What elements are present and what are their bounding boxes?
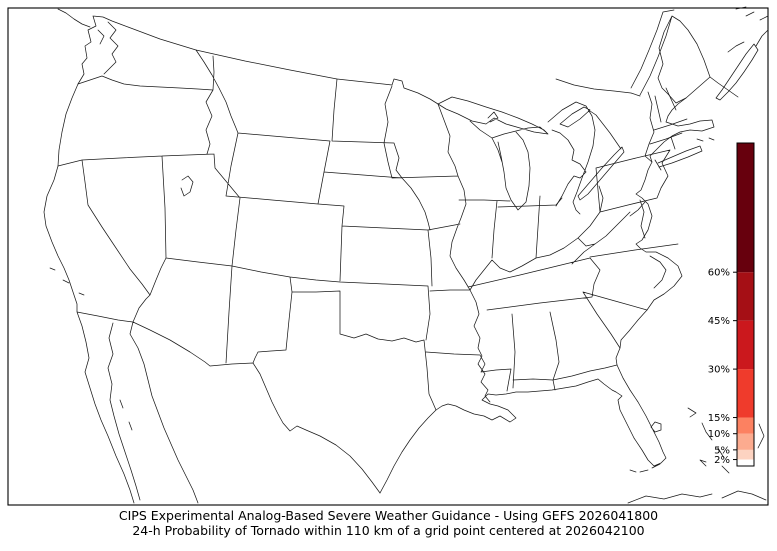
caption-line-1: CIPS Experimental Analog-Based Severe We…	[118, 508, 659, 523]
colorbar-outline	[736, 142, 755, 467]
colorbar-segment	[737, 369, 754, 418]
colorbar-segment	[737, 433, 754, 450]
colorbar-segment	[737, 320, 754, 370]
figure-caption: CIPS Experimental Analog-Based Severe We…	[0, 508, 777, 538]
canada-northeast-path	[556, 7, 768, 103]
coastline-west-path	[44, 9, 766, 503]
colorbar-tick-label: 45%	[708, 316, 730, 327]
colorbar-tick-label: 60%	[708, 268, 730, 279]
colorbar-tick-label: 15%	[708, 413, 730, 424]
colorbar-segment	[737, 143, 754, 273]
colorbar-segment	[737, 449, 754, 460]
map-frame	[7, 7, 769, 506]
colorbar-segment	[737, 417, 754, 434]
coastline-east-path	[380, 77, 714, 493]
colorbar-segment	[737, 459, 754, 466]
colorbar-tick-label: 10%	[708, 429, 730, 440]
colorbar: 60% 45% 30% 15% 10% 5%2%	[708, 142, 755, 467]
state-borders-path	[58, 50, 687, 410]
colorbar-tick-label: 5%	[714, 445, 730, 456]
great-lakes-path	[438, 97, 624, 214]
colorbar-tick-label: 30%	[708, 365, 730, 376]
caption-line-2: 24-h Probability of Tornado within 110 k…	[132, 523, 645, 538]
colorbar-tick-label: 2%	[714, 455, 730, 466]
colorbar-segment	[737, 272, 754, 321]
